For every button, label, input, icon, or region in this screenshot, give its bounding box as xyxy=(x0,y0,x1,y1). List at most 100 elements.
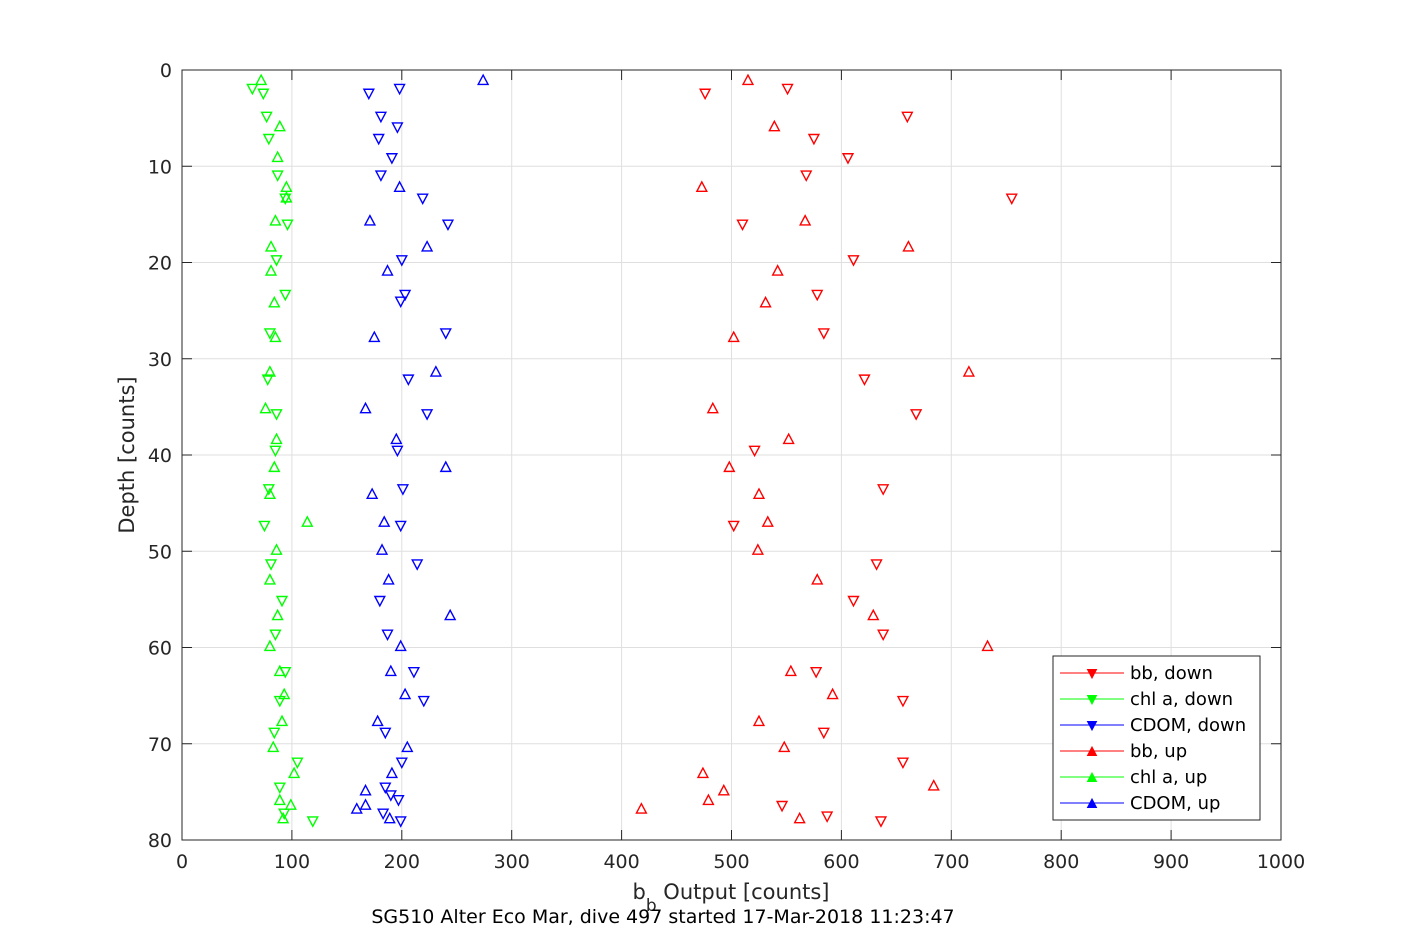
data-point xyxy=(271,150,284,163)
data-point xyxy=(799,214,812,226)
data-point xyxy=(826,687,839,700)
data-point xyxy=(741,73,755,86)
data-point xyxy=(362,88,375,101)
data-point xyxy=(847,595,860,608)
legend-marker xyxy=(1086,771,1098,782)
data-point xyxy=(264,240,278,252)
data-point xyxy=(384,664,397,677)
data-point xyxy=(395,255,408,267)
tick-labels: 0 100 200 300 400 500 600 700 800 900 1000 0 10 20 30 4… xyxy=(148,60,1305,873)
data-point xyxy=(273,664,286,677)
data-point xyxy=(270,409,283,421)
data-point xyxy=(394,816,407,828)
legend-item-chl-a-down: chl a, down xyxy=(1060,689,1233,710)
data-point xyxy=(271,170,284,182)
data-point xyxy=(800,170,813,182)
data-point xyxy=(263,365,277,377)
data-point xyxy=(350,802,363,814)
data-point xyxy=(877,484,890,496)
series-cdom-up xyxy=(350,73,490,824)
data-point xyxy=(381,629,394,642)
data-point xyxy=(407,667,421,679)
data-point xyxy=(727,330,740,343)
data-point xyxy=(267,740,280,753)
x-axis-label-subscript: b xyxy=(646,896,657,916)
data-point xyxy=(275,714,289,727)
y-tick-label: 70 xyxy=(148,734,172,756)
data-point xyxy=(269,214,282,226)
data-point xyxy=(270,255,283,267)
data-point xyxy=(366,487,379,500)
legend-label: bb, down xyxy=(1130,663,1213,684)
data-point xyxy=(706,401,719,414)
data-point xyxy=(279,289,292,302)
legend-marker xyxy=(1086,797,1098,808)
data-point xyxy=(635,802,648,814)
data-point xyxy=(268,460,281,473)
data-point xyxy=(877,629,890,642)
data-point xyxy=(378,515,391,527)
data-point xyxy=(858,374,871,386)
data-point xyxy=(391,445,404,458)
y-tick-label: 20 xyxy=(148,253,172,275)
data-point xyxy=(273,782,286,795)
legend-item-cdom-up: CDOM, up xyxy=(1060,793,1220,814)
data-point xyxy=(1005,193,1018,206)
data-point xyxy=(751,543,764,555)
data-point xyxy=(363,214,377,226)
data-point xyxy=(268,295,281,308)
series-bb-down xyxy=(699,83,1018,828)
data-point xyxy=(273,793,286,806)
legend-marker xyxy=(1086,695,1098,706)
data-point xyxy=(817,727,830,740)
y-tick-label: 10 xyxy=(148,156,172,178)
series-cdom-down xyxy=(362,83,455,828)
data-point xyxy=(394,520,407,533)
data-point xyxy=(910,409,923,421)
data-point xyxy=(284,798,297,810)
legend-item-chl-a-up: chl a, up xyxy=(1060,767,1207,788)
data-point xyxy=(264,559,278,571)
data-point xyxy=(396,484,410,496)
data-point xyxy=(782,432,795,445)
data-point xyxy=(398,289,412,302)
legend-label: CDOM, down xyxy=(1130,715,1246,736)
data-point xyxy=(761,515,774,527)
legend-box xyxy=(1052,655,1261,821)
data-point xyxy=(372,133,385,146)
data-point xyxy=(263,639,277,652)
x-tick-label: 100 xyxy=(274,851,310,873)
data-point xyxy=(775,800,789,813)
data-point xyxy=(441,219,455,231)
data-point xyxy=(736,219,749,231)
data-point xyxy=(429,365,442,377)
data-point xyxy=(416,193,429,206)
x-tick-label: 500 xyxy=(713,851,749,873)
data-point xyxy=(391,122,404,134)
caption: SG510 Alter Eco Mar, dive 497 started 17… xyxy=(371,906,954,928)
data-point xyxy=(778,740,791,753)
data-point xyxy=(420,240,434,252)
data-point xyxy=(768,119,781,132)
data-point xyxy=(278,808,291,821)
data-point xyxy=(817,328,830,340)
data-point xyxy=(759,295,772,308)
data-point xyxy=(379,727,392,740)
legend-label: chl a, down xyxy=(1130,689,1233,710)
data-point xyxy=(477,73,490,86)
data-point xyxy=(264,264,278,276)
data-point xyxy=(269,330,282,343)
data-point xyxy=(276,811,290,824)
series-bb-up xyxy=(635,73,994,824)
y-tick-label: 60 xyxy=(148,638,172,660)
data-point xyxy=(695,180,708,192)
data-point xyxy=(281,219,294,231)
series-chl-a-up xyxy=(255,73,314,824)
data-point xyxy=(810,667,823,679)
data-point xyxy=(401,740,414,753)
data-point xyxy=(874,816,888,828)
data-point xyxy=(702,793,715,806)
data-markers xyxy=(246,73,1018,828)
axis-ticks xyxy=(181,69,1282,841)
data-point xyxy=(411,559,424,571)
